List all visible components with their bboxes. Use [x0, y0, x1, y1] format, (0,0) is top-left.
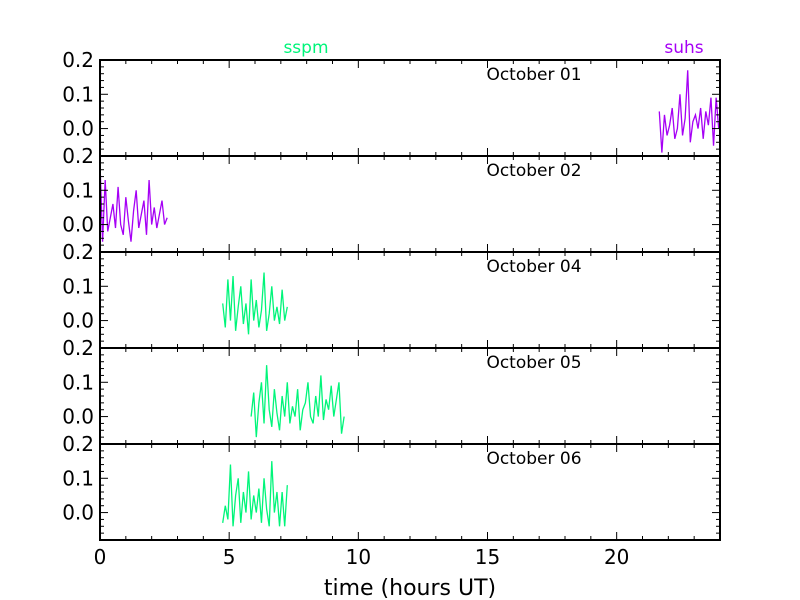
- panel-date-label: October 02: [486, 161, 581, 181]
- y-tick-label: 0.2: [62, 144, 94, 168]
- legend-label-sspm: sspm: [283, 38, 328, 58]
- x-axis-title: time (hours UT): [324, 576, 496, 600]
- series-line-suhs: [100, 162, 168, 242]
- panel-2: 0.0 0.1 0.2 October 02: [62, 144, 721, 253]
- y-tick-label: 0.0: [62, 117, 94, 141]
- y-tick-label: 0.1: [62, 466, 94, 490]
- panel-1: 0.0 0.1 0.2 October 01: [62, 48, 721, 157]
- x-tick-label: 0: [94, 545, 107, 569]
- panel-3: 0.0 0.1 0.2 October 04: [62, 240, 721, 349]
- panel-frame: [99, 347, 721, 445]
- y-tick-label: 0.0: [62, 309, 94, 333]
- y-tick-label: 0.2: [62, 432, 94, 456]
- panel-date-label: October 01: [486, 65, 581, 85]
- legend: sspm suhs: [283, 38, 703, 58]
- y-tick-label: 0.2: [62, 48, 94, 72]
- panel-date-label: October 05: [486, 353, 581, 373]
- series-line-suhs: [658, 70, 720, 153]
- x-tick-label: 20: [604, 545, 629, 569]
- y-tick-label: 0.0: [62, 501, 94, 525]
- y-tick-label: 0.1: [62, 274, 94, 298]
- panel-frame: [99, 155, 721, 253]
- y-tick-label: 0.1: [62, 82, 94, 106]
- panel-4: 0.0 0.1 0.2 October 05: [62, 336, 721, 445]
- x-tick-label: 5: [223, 545, 236, 569]
- series-line-sspm: [222, 272, 288, 335]
- y-tick-label: 0.1: [62, 178, 94, 202]
- panel-frame: [99, 443, 721, 541]
- panel-date-label: October 06: [486, 449, 581, 469]
- y-tick-label: 0.0: [62, 405, 94, 429]
- panel-frame: [99, 59, 721, 157]
- x-tick-label: 15: [475, 545, 500, 569]
- x-axis: 0 5 10 15 20: [94, 545, 630, 569]
- x-tick-label: 10: [346, 545, 371, 569]
- series-line-sspm: [250, 365, 345, 438]
- series-line-sspm: [222, 461, 288, 527]
- y-tick-label: 0.2: [62, 240, 94, 264]
- panel-5: 0.0 0.1 0.2 October 06: [62, 432, 721, 541]
- y-tick-label: 0.2: [62, 336, 94, 360]
- y-tick-label: 0.0: [62, 213, 94, 237]
- y-tick-label: 0.1: [62, 370, 94, 394]
- legend-label-suhs: suhs: [664, 38, 703, 58]
- panel-frame: [99, 251, 721, 349]
- panel-date-label: October 04: [486, 257, 581, 277]
